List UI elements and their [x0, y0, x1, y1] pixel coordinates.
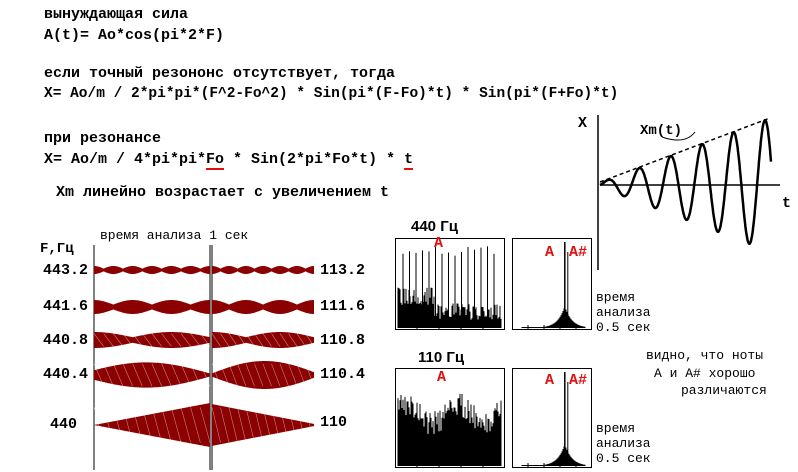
- formula-line-resonance: X= Ao/m / 4*pi*pi*Fo * Sin(2*pi*Fo*t) * …: [44, 151, 413, 168]
- analysis-top-line1: время: [596, 290, 635, 305]
- beat-label-right-2: 110.8: [320, 332, 365, 349]
- beat-envelope: [94, 403, 210, 447]
- beat-envelope: [212, 361, 314, 389]
- formula-line-resonance-title: при резонансе: [44, 130, 161, 147]
- formula-resonance-part1: X= Ao/m / 4*pi*pi*: [44, 151, 206, 168]
- osc-x-axis-label: t: [782, 195, 791, 212]
- analysis-top-line2: анализа: [596, 305, 651, 320]
- formula-line-force: A(t)= Ao*cos(pi*2*F): [44, 27, 224, 44]
- beat-label-left-3: 440.4: [43, 366, 88, 383]
- formula-resonance-part2: * Sin(2*pi*Fo*t) *: [224, 151, 404, 168]
- osc-y-axis-label: X: [578, 115, 587, 132]
- beat-label-right-0: 113.2: [320, 262, 365, 279]
- formula-line-condition: если точный резононс отсутствует, тогда: [44, 65, 395, 82]
- note-as-bottom-narrow: A#: [569, 372, 587, 389]
- analysis-note-top: время анализа 0.5 сек: [596, 290, 651, 335]
- beat-envelope: [94, 332, 210, 348]
- beat-label-right-3: 110.4: [320, 366, 365, 383]
- analysis-note-bottom: время анализа 0.5 сек: [596, 421, 651, 466]
- beat-label-left-0: 443.2: [43, 262, 88, 279]
- formula-line-nonresonance: X= Ao/m / 2*pi*pi*(F^2-Fo^2) * Sin(pi*(F…: [44, 86, 618, 102]
- beat-envelope: [212, 300, 314, 314]
- visible-note-line2: А и А# хорошо: [654, 366, 755, 381]
- resonance-oscillation-plot: [590, 110, 795, 280]
- visible-note-line1: видно, что ноты: [646, 348, 763, 363]
- beat-label-left-2: 440.8: [43, 332, 88, 349]
- note-a-bottom-narrow: A: [545, 372, 554, 389]
- analysis-top-line3: 0.5 сек: [596, 320, 651, 335]
- beat-envelope: [94, 266, 210, 274]
- note-as-top-narrow: A#: [569, 244, 587, 261]
- note-a-bottom: A: [437, 369, 446, 386]
- beats-diagram: [88, 245, 318, 470]
- beat-label-left-4: 440: [50, 416, 77, 433]
- formula-line-linear-growth: Xm линейно возрастает с увеличением t: [56, 184, 389, 201]
- visible-note-line3: различаются: [681, 383, 767, 398]
- note-a-top: A: [434, 235, 443, 252]
- spectrum-440-wide: [395, 238, 505, 330]
- spectrum-bottom-title: 110 Гц: [418, 349, 464, 366]
- beat-label-right-4: 110: [320, 414, 347, 431]
- formula-line-force-title: вынуждающая сила: [44, 6, 188, 23]
- formula-resonance-fo: Fo: [206, 151, 224, 170]
- beats-caption: время анализа 1 сек: [100, 228, 248, 243]
- osc-envelope-label: Xm(t): [640, 123, 682, 139]
- spectrum-110-wide: [395, 368, 505, 468]
- note-a-top-narrow: A: [545, 244, 554, 261]
- spectrum-top-title: 440 Гц: [411, 218, 458, 235]
- beat-envelope: [94, 300, 210, 314]
- beat-envelope: [212, 332, 314, 348]
- analysis-bot-line3: 0.5 сек: [596, 451, 651, 466]
- beat-envelope: [212, 266, 314, 274]
- beat-label-left-1: 441.6: [43, 298, 88, 315]
- beat-envelope: [94, 362, 210, 387]
- beat-label-right-1: 111.6: [320, 298, 365, 315]
- analysis-bot-line2: анализа: [596, 436, 651, 451]
- beat-envelope: [212, 404, 314, 446]
- formula-resonance-t: t: [404, 151, 413, 170]
- beats-axis-label: F,Гц: [40, 241, 74, 257]
- analysis-bot-line1: время: [596, 421, 635, 436]
